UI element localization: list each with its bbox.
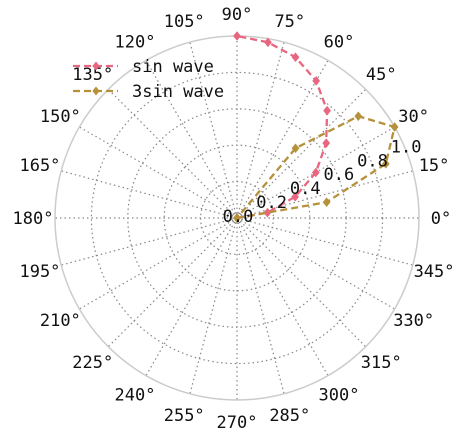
series-marker [233, 213, 241, 223]
series-marker [233, 31, 241, 41]
series-1 [233, 111, 399, 223]
angle-gridline-13 [61, 217, 238, 266]
series-marker [354, 111, 363, 122]
legend-marker [92, 86, 100, 96]
legend-label: 3sin wave [132, 82, 224, 102]
angle-tick-label: 330° [393, 311, 434, 331]
radial-tick-label: 0.4 [290, 179, 321, 199]
angle-gridline-17 [189, 217, 238, 394]
legend-item-0: sin wave [73, 57, 214, 77]
angle-gridline-23 [236, 217, 413, 266]
series-marker [291, 143, 300, 154]
angle-gridline-5 [236, 42, 285, 219]
angle-gridline-4 [236, 60, 329, 219]
angle-gridline-16 [145, 217, 238, 376]
angle-tick-label: 285° [269, 406, 310, 426]
legend-marker [92, 61, 100, 71]
angle-gridline-3 [236, 88, 367, 219]
series-marker [311, 167, 320, 178]
angle-tick-label: 45° [366, 65, 397, 85]
angle-tick-label: 255° [164, 406, 205, 426]
angle-tick-label: 345° [414, 262, 455, 282]
angle-tick-label: 225° [72, 353, 113, 373]
angle-gridline-9 [107, 88, 238, 219]
angle-tick-label: 30° [398, 107, 429, 127]
tick-labels: 0° 15° 30° 45° 60° 75° 90° 105° 120°135° 150° 165°… [13, 5, 455, 433]
angle-gridline-10 [79, 126, 238, 219]
angle-gridline-19 [236, 217, 285, 394]
series-marker [323, 105, 332, 116]
angle-gridline-14 [79, 217, 238, 310]
angle-gridline-15 [107, 217, 238, 348]
series-marker [322, 197, 331, 208]
radial-gridcircle-3 [127, 108, 347, 328]
radial-tick-label: 0.6 [324, 165, 355, 185]
polar-grid [54, 35, 420, 401]
radial-gridcircle-2 [163, 144, 311, 292]
angle-tick-label: 75° [274, 12, 305, 32]
radial-tick-label: 0.0 [223, 207, 254, 227]
angle-gridline-20 [236, 217, 329, 376]
angle-tick-label: 150° [40, 107, 81, 127]
angle-tick-label: 315° [361, 353, 402, 373]
radial-tick-label: 0.8 [357, 151, 388, 171]
angle-tick-label: 270° [217, 413, 258, 433]
legend-item-1: 3sin wave [73, 82, 224, 102]
angle-tick-label: 105° [164, 12, 205, 32]
angle-tick-label: 165° [19, 156, 60, 176]
radial-gridcircle-4 [90, 71, 384, 365]
angle-gridline-8 [145, 60, 238, 219]
series-marker [291, 52, 300, 63]
angle-tick-label: 210° [40, 311, 81, 331]
legend-label: sin wave [132, 57, 214, 77]
angle-tick-label: 300° [319, 386, 360, 406]
angle-tick-label: 135° [72, 65, 113, 85]
radial-tick-label: 1.0 [391, 137, 422, 157]
angle-tick-label: 180° [13, 209, 54, 229]
series-marker [291, 191, 300, 202]
legend: sin wave 3sin wave [73, 57, 224, 102]
angle-gridline-22 [236, 217, 395, 310]
series-marker [381, 158, 390, 169]
series-marker [264, 37, 272, 48]
series-marker [312, 75, 321, 86]
series-line [236, 34, 329, 220]
series-marker [322, 138, 331, 149]
angle-gridline-1 [236, 170, 413, 219]
series-marker [390, 122, 399, 132]
radial-tick-label: 0.2 [256, 193, 287, 213]
angle-tick-label: 120° [115, 32, 156, 52]
series-layer [233, 31, 399, 223]
angle-gridline-7 [189, 42, 238, 219]
angle-gridline-11 [61, 170, 238, 219]
angle-tick-label: 90° [222, 5, 253, 25]
angle-tick-label: 15° [419, 156, 450, 176]
angle-tick-label: 240° [115, 386, 156, 406]
radial-gridcircle-1 [200, 181, 275, 256]
angle-tick-label: 60° [324, 32, 355, 52]
angle-tick-label: 195° [19, 262, 60, 282]
angle-tick-label: 0° [431, 209, 451, 229]
angle-gridline-21 [236, 217, 367, 348]
